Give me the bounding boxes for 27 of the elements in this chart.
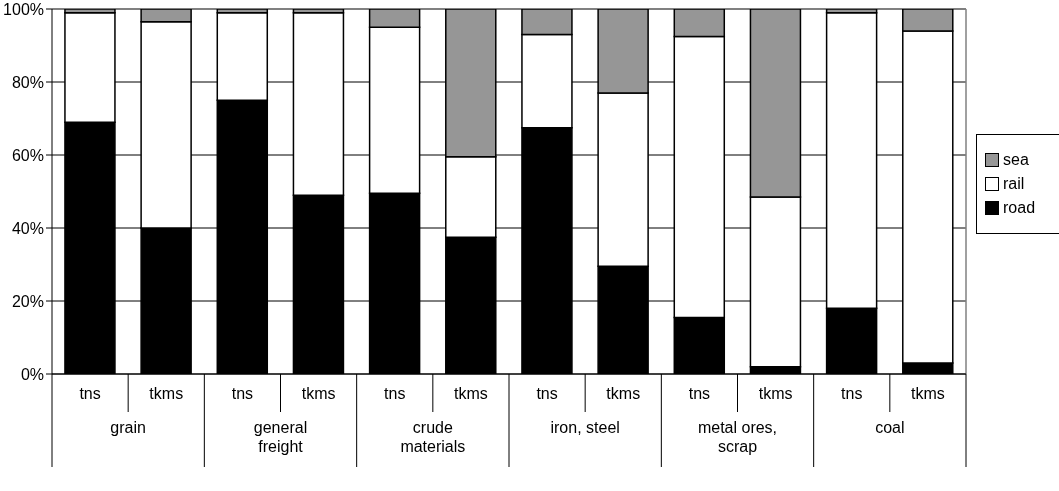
y-tick-label: 60% xyxy=(11,146,44,164)
x-tick-label: tns xyxy=(841,385,863,403)
legend-label: road xyxy=(1003,198,1036,217)
y-tick-label: 40% xyxy=(11,219,44,237)
x-tick-label: tns xyxy=(79,385,101,403)
x-tick-label: tns xyxy=(231,385,254,403)
text: general freight xyxy=(252,418,309,456)
x-tick-label: tkms xyxy=(454,385,488,403)
x-tick-label: tkms xyxy=(911,385,945,403)
text: iron, steel xyxy=(549,418,621,437)
x-tick-label: tkms xyxy=(149,385,184,403)
text: coal xyxy=(874,418,906,437)
legend-label: sea xyxy=(1003,150,1029,169)
x-tick-label: tns xyxy=(536,385,558,403)
text: metal ores, scrap xyxy=(696,418,779,456)
y-tick-label: 100% xyxy=(3,0,44,18)
x-tick-label: tns xyxy=(688,385,711,403)
x-tick-label: tkms xyxy=(758,385,793,403)
x-tick-label: tkms xyxy=(606,385,641,403)
y-tick-label: 80% xyxy=(11,73,44,91)
text: grain xyxy=(109,418,147,437)
legend-label: rail xyxy=(1003,174,1025,193)
y-tick-label: 20% xyxy=(11,292,44,310)
x-tick-label: tns xyxy=(384,385,406,403)
text: crude materials xyxy=(399,418,467,456)
x-tick-label: tkms xyxy=(301,385,336,403)
y-tick-label: 0% xyxy=(20,365,44,383)
